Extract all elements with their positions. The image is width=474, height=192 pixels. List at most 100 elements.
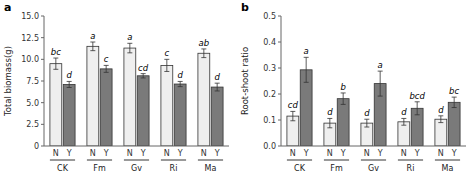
bar: [137, 76, 149, 146]
error-cap: [104, 72, 109, 73]
x-tick-label: N: [401, 149, 407, 158]
annotation: ab: [199, 38, 210, 48]
annotation: d: [364, 108, 370, 118]
annotation: bc: [51, 47, 61, 57]
error-cap: [90, 50, 95, 51]
error-bar: [67, 81, 72, 87]
panel-title: a: [4, 1, 11, 14]
error-bar: [90, 42, 95, 51]
x-group-label: Ri: [407, 164, 415, 173]
annotation: a: [378, 60, 383, 70]
error-cap: [141, 73, 146, 74]
error-cap: [201, 48, 206, 49]
bar: [100, 69, 112, 146]
error-bar: [401, 118, 406, 125]
y-tick-label: 0.0: [263, 142, 276, 151]
annotation: d: [177, 70, 183, 80]
error-cap: [452, 107, 457, 108]
bar: [448, 102, 460, 146]
error-cap: [201, 57, 206, 58]
x-group-label: Ri: [170, 164, 178, 173]
error-line: [92, 42, 93, 51]
bar: [287, 116, 299, 146]
error-line: [166, 59, 167, 71]
bar: [87, 46, 99, 146]
annotation: c: [104, 54, 109, 64]
error-cap: [327, 127, 332, 128]
annotation: cd: [138, 63, 149, 73]
error-bar: [341, 93, 346, 104]
error-cap: [178, 86, 183, 87]
y-tick-label: 0.3: [263, 64, 276, 73]
x-tick-label: N: [127, 149, 133, 158]
y-tick-label: 0.2: [263, 90, 276, 99]
x-tick-label: N: [53, 149, 59, 158]
x-tick-label: N: [327, 149, 333, 158]
error-cap: [164, 59, 169, 60]
error-line: [129, 43, 130, 53]
error-line: [366, 119, 367, 127]
error-bar: [127, 43, 132, 53]
error-line: [403, 118, 404, 125]
error-line: [217, 83, 218, 91]
error-cap: [304, 82, 309, 83]
x-group-label: Ma: [205, 164, 217, 173]
error-cap: [290, 120, 295, 121]
x-tick-label: Y: [66, 149, 72, 158]
y-tick-label: 7.5: [26, 77, 39, 86]
error-bar: [215, 83, 220, 91]
error-cap: [304, 57, 309, 58]
x-tick-label: Y: [414, 149, 420, 158]
group-line: [287, 160, 312, 161]
x-tick-label: N: [164, 149, 170, 158]
annotation: bcd: [409, 91, 425, 101]
error-cap: [364, 119, 369, 120]
error-bar: [438, 116, 443, 123]
panel: 02.55.07.510.012.515.0Total biomass(g)ab…: [3, 1, 229, 173]
error-cap: [327, 118, 332, 119]
error-cap: [215, 83, 220, 84]
x-group-label: Fm: [330, 164, 343, 173]
annotation: a: [304, 46, 309, 56]
error-cap: [438, 122, 443, 123]
panel: 0.00.10.20.30.40.5Root-shoot ratiobcdNaY…: [240, 1, 466, 173]
error-bar: [415, 102, 420, 115]
annotation: d: [401, 107, 407, 117]
group-line: [324, 160, 349, 161]
error-cap: [401, 125, 406, 126]
marks: [50, 42, 223, 146]
error-cap: [53, 69, 58, 70]
error-line: [203, 49, 204, 58]
x-axis-line: [44, 146, 229, 147]
error-line: [343, 93, 344, 104]
error-cap: [178, 81, 183, 82]
bar: [124, 48, 136, 146]
y-tick-label: 5.0: [26, 99, 39, 108]
annotation: a: [90, 31, 95, 41]
error-line: [380, 71, 381, 96]
group-line: [161, 160, 186, 161]
group-line: [398, 160, 423, 161]
y-tick-label: 10.0: [21, 55, 39, 64]
annotation: b: [340, 82, 345, 92]
group-line: [87, 160, 112, 161]
x-group-label: Fm: [93, 164, 106, 173]
bar: [174, 84, 186, 146]
y-axis-label: Root-shoot ratio: [240, 47, 250, 115]
error-bar: [141, 74, 146, 78]
y-tick-label: 2.5: [26, 120, 39, 129]
x-tick-label: Y: [451, 149, 457, 158]
error-line: [106, 65, 107, 72]
y-tick-label: 0.1: [263, 116, 276, 125]
bar: [63, 84, 75, 146]
error-line: [440, 116, 441, 123]
y-axis-line: [281, 16, 282, 146]
error-line: [306, 57, 307, 82]
y-tick-label: 15.0: [21, 12, 39, 21]
x-tick-label: Y: [377, 149, 383, 158]
error-line: [69, 81, 70, 87]
error-cap: [364, 127, 369, 128]
x-group-label: CK: [57, 164, 69, 173]
x-group-label: Gv: [368, 164, 379, 173]
error-cap: [378, 71, 383, 72]
